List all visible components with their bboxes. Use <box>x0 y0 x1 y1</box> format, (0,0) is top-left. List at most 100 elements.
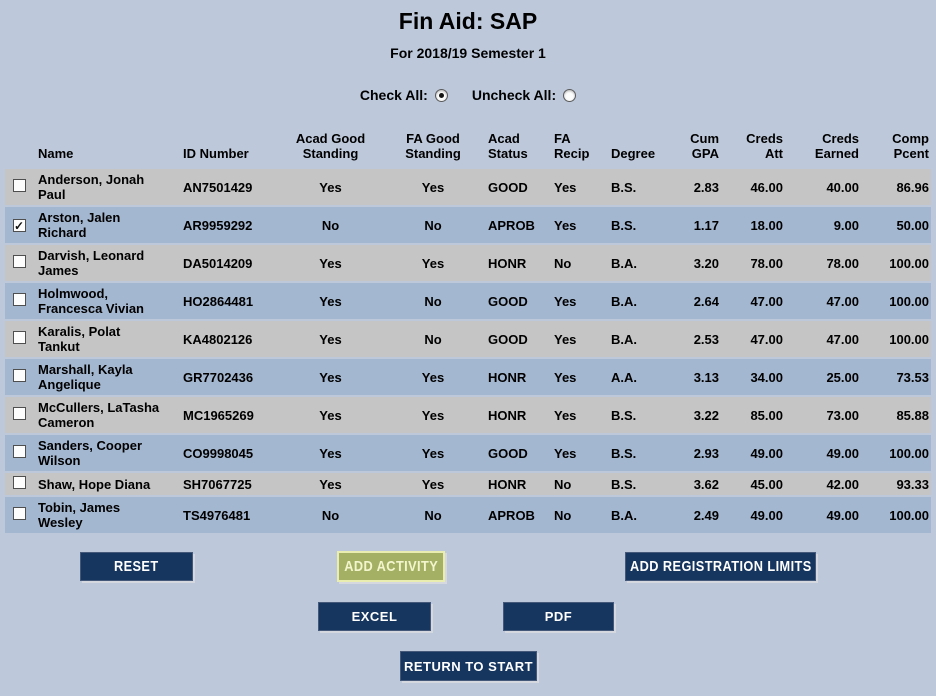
cell-degree: B.A. <box>611 255 637 271</box>
cell-acad-status: GOOD <box>488 445 528 461</box>
excel-button[interactable]: EXCEL <box>318 602 431 631</box>
row-checkbox[interactable] <box>12 476 26 489</box>
cell-acad-good-standing: No <box>321 507 340 523</box>
row-checkbox[interactable] <box>12 179 26 192</box>
row-checkbox[interactable]: ✓ <box>12 218 26 233</box>
cell-acad-status: HONR <box>488 255 527 271</box>
cell-degree: B.A. <box>611 507 637 523</box>
add-activity-button[interactable]: ADD ACTIVITY <box>337 551 445 582</box>
cell-checkbox <box>5 435 33 471</box>
cell-comp-pcent: 50.00 <box>896 217 929 233</box>
table-row: Tobin, James Wesley TS4976481 No No APROB No B… <box>5 497 931 533</box>
cell-creds-earned: 9.00 <box>833 217 859 233</box>
row-checkbox[interactable] <box>12 331 26 344</box>
row-checkbox[interactable] <box>12 255 26 268</box>
cell-fa-recip: No <box>554 476 572 492</box>
cell-fa-recip: Yes <box>554 369 577 385</box>
cell-fa-good-standing: No <box>424 331 442 347</box>
cell-id-number: DA5014209 <box>183 255 253 271</box>
row-checkbox[interactable] <box>12 507 26 520</box>
cell-creds-att: 47.00 <box>750 331 783 347</box>
column-header-creds-earned: Creds Earned <box>814 131 859 161</box>
cell-degree: B.S. <box>611 217 637 233</box>
add-registration-limits-button[interactable]: ADD REGISTRATION LIMITS <box>625 552 816 581</box>
cell-fa-recip: Yes <box>554 217 577 233</box>
cell-id-number: MC1965269 <box>183 407 254 423</box>
table-row: Darvish, Leonard James DA5014209 Yes Yes HON… <box>5 245 931 281</box>
row-checkbox[interactable] <box>12 407 26 420</box>
cell-name: Sanders, Cooper Wilson <box>38 438 143 468</box>
cell-cum-gpa: 2.64 <box>693 293 719 309</box>
cell-id-number: TS4976481 <box>183 507 251 523</box>
table-row: McCullers, LaTasha Cameron MC1965269 Yes Ye… <box>5 397 931 433</box>
cell-name: McCullers, LaTasha Cameron <box>38 400 160 430</box>
cell-creds-att: 46.00 <box>750 179 783 195</box>
cell-fa-recip: Yes <box>554 445 577 461</box>
return-to-start-button-label: RETURN TO START <box>403 658 534 674</box>
row-checkbox[interactable] <box>12 293 26 306</box>
cell-creds-earned: 42.00 <box>826 476 859 492</box>
pdf-button[interactable]: PDF <box>503 602 614 631</box>
cell-acad-good-standing: Yes <box>319 293 342 309</box>
cell-acad-status: APROB <box>488 507 535 523</box>
cell-checkbox <box>5 473 33 495</box>
cell-degree: B.S. <box>611 179 637 195</box>
column-header-fa-good-standing: FA Good Standing <box>405 131 461 161</box>
cell-cum-gpa: 3.13 <box>693 369 719 385</box>
cell-cum-gpa: 3.22 <box>693 407 719 423</box>
cell-comp-pcent: 100.00 <box>889 255 929 271</box>
cell-comp-pcent: 100.00 <box>889 445 929 461</box>
add-activity-button-label: ADD ACTIVITY <box>344 558 438 575</box>
cell-creds-earned: 49.00 <box>826 507 859 523</box>
cell-cum-gpa: 3.62 <box>693 476 719 492</box>
cell-checkbox <box>5 359 33 395</box>
reset-button[interactable]: RESET <box>80 552 193 581</box>
cell-degree: B.A. <box>611 293 637 309</box>
checkmark-icon: ✓ <box>13 218 25 233</box>
cell-checkbox: ✓ <box>5 207 33 243</box>
cell-creds-earned: 73.00 <box>826 407 859 423</box>
cell-fa-recip: No <box>554 507 572 523</box>
table-row: Anderson, Jonah Paul AN7501429 Yes Yes GOOD Y… <box>5 169 931 205</box>
cell-comp-pcent: 73.53 <box>896 369 929 385</box>
cell-checkbox <box>5 497 33 533</box>
cell-fa-recip: No <box>554 255 572 271</box>
cell-fa-good-standing: No <box>424 507 442 523</box>
cell-id-number: CO9998045 <box>183 445 254 461</box>
cell-creds-att: 85.00 <box>750 407 783 423</box>
cell-name: Anderson, Jonah Paul <box>38 172 145 202</box>
table-row: Karalis, Polat Tankut KA4802126 Yes No GOOD Y… <box>5 321 931 357</box>
add-registration-limits-button-label: ADD REGISTRATION LIMITS <box>629 558 812 575</box>
row-checkbox[interactable] <box>12 445 26 458</box>
cell-creds-earned: 78.00 <box>826 255 859 271</box>
column-header-cum-gpa: Cum GPA <box>690 131 719 161</box>
cell-creds-att: 34.00 <box>750 369 783 385</box>
cell-cum-gpa: 2.93 <box>693 445 719 461</box>
page-subtitle: For 2018/19 Semester 1 <box>390 45 546 61</box>
column-header-acad-status: Acad Status <box>488 131 528 161</box>
cell-name: Arston, Jalen Richard <box>38 210 121 240</box>
uncheck-all-label: Uncheck All: <box>471 87 557 103</box>
cell-fa-recip: Yes <box>554 331 577 347</box>
return-to-start-button[interactable]: RETURN TO START <box>400 651 537 681</box>
cell-fa-good-standing: Yes <box>421 407 445 423</box>
table-row: Marshall, Kayla Angelique GR7702436 Yes Yes… <box>5 359 931 395</box>
radio-dot-icon <box>438 92 444 98</box>
table-header-row: Name ID Number Acad Good Standing FA Good S… <box>5 121 931 167</box>
column-header-name: Name <box>38 146 74 161</box>
check-all-label: Check All: <box>359 87 428 103</box>
column-header-degree: Degree <box>611 146 656 161</box>
uncheck-all-radio[interactable] <box>563 88 577 102</box>
cell-comp-pcent: 86.96 <box>896 179 929 195</box>
cell-id-number: AN7501429 <box>183 179 253 195</box>
row-checkbox[interactable] <box>12 369 26 382</box>
check-all-radio[interactable] <box>434 88 448 102</box>
cell-cum-gpa: 2.83 <box>693 179 719 195</box>
table-row: Shaw, Hope Diana SH7067725 Yes Yes HONR No B.S… <box>5 473 931 495</box>
cell-fa-recip: Yes <box>554 407 577 423</box>
cell-degree: A.A. <box>611 369 637 385</box>
cell-creds-earned: 47.00 <box>826 293 859 309</box>
cell-cum-gpa: 2.53 <box>693 331 719 347</box>
cell-comp-pcent: 100.00 <box>889 331 929 347</box>
cell-fa-good-standing: Yes <box>421 179 445 195</box>
